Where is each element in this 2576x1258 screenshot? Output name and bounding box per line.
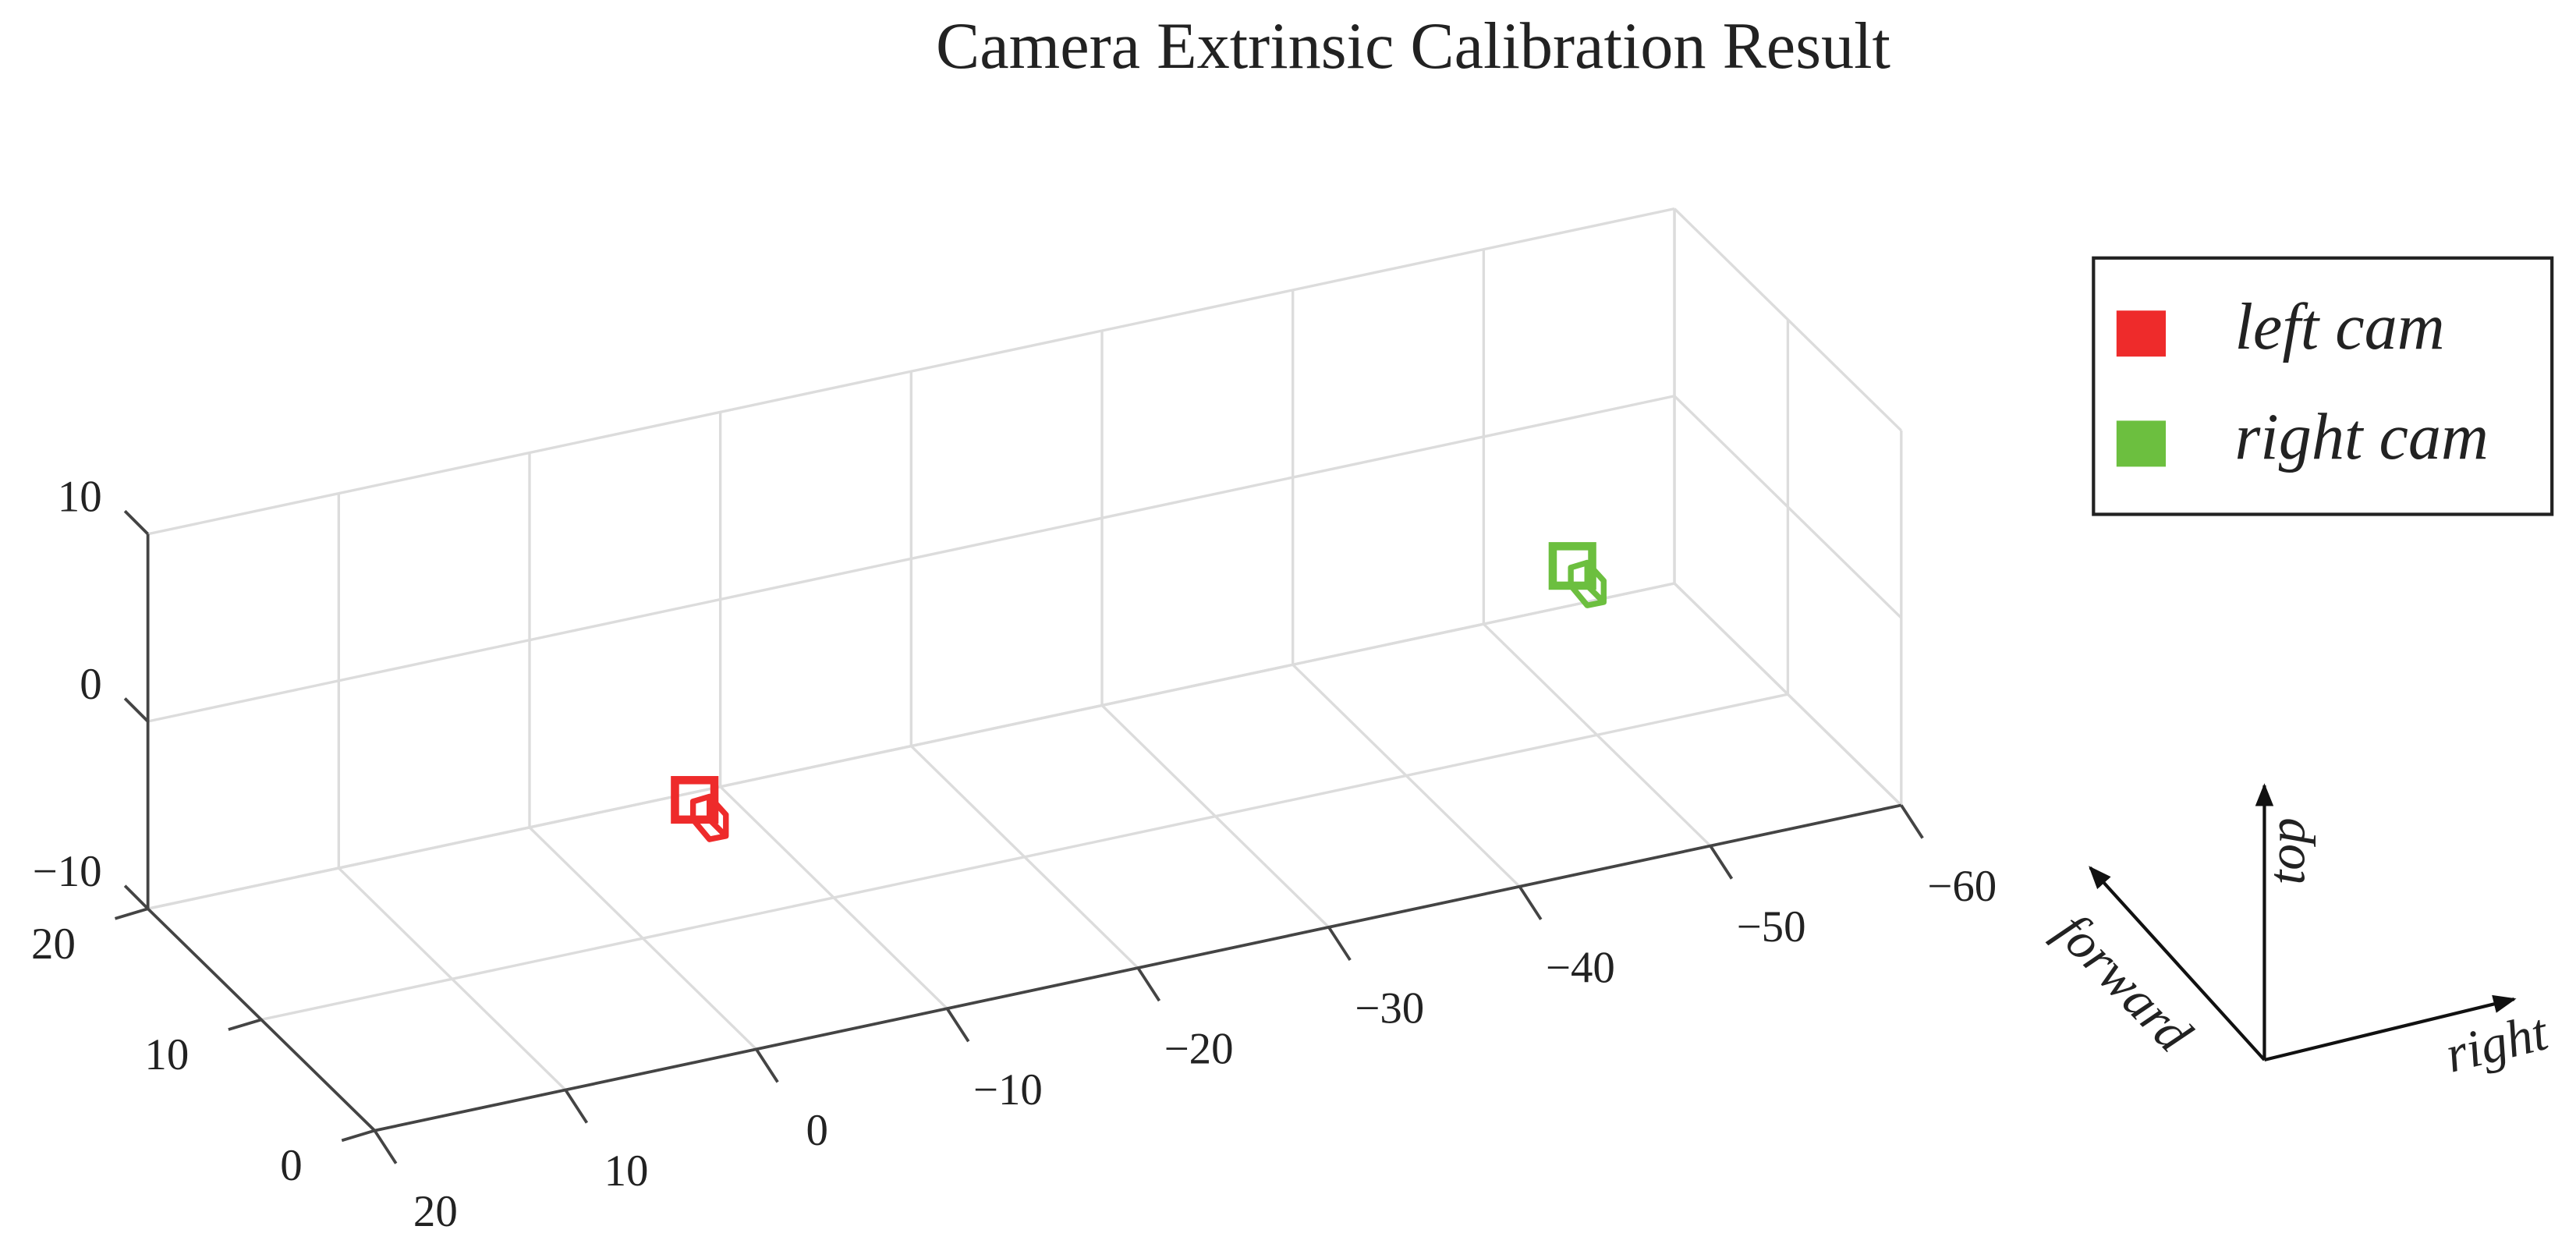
x-tick-label: −30	[1355, 983, 1424, 1033]
x-tick	[1900, 804, 1924, 839]
x-tick-label: −40	[1546, 943, 1615, 992]
x-tick	[1518, 885, 1543, 920]
grid-line	[147, 395, 1675, 723]
x-tick-label: 10	[604, 1146, 649, 1196]
y-tick	[114, 907, 149, 920]
legend-swatch	[2116, 310, 2167, 357]
z-tick-label: 0	[80, 660, 101, 709]
z-tick	[123, 509, 149, 536]
legend-label: left cam	[2235, 291, 2445, 363]
y-tick-label: 10	[144, 1030, 189, 1079]
z-tick	[123, 884, 149, 910]
plot: Camera Extrinsic Calibration Result top …	[31, 10, 2555, 1236]
camera-body	[1568, 559, 1607, 608]
grid-line	[260, 693, 1788, 1022]
y-tick	[341, 1129, 375, 1143]
chart-title: Camera Extrinsic Calibration Result	[936, 10, 1890, 83]
z-tick	[123, 697, 149, 723]
x-tick-label: 20	[413, 1187, 458, 1236]
z-tick-label: 10	[58, 473, 102, 522]
x-tick	[373, 1129, 398, 1164]
right-arrow	[2263, 994, 2517, 1062]
y-tick-label: 20	[31, 920, 76, 969]
legend-label: right cam	[2235, 401, 2489, 473]
x-tick-label: −20	[1164, 1025, 1234, 1074]
x-tick-label: −50	[1737, 902, 1806, 951]
y-tick-label: 0	[280, 1141, 302, 1190]
grid-line	[1673, 395, 1902, 619]
camera-marker	[1548, 542, 1607, 608]
grid-line	[147, 207, 1675, 536]
x-tick	[1136, 966, 1161, 1002]
x-tick	[1709, 845, 1734, 880]
direction-label: top	[2258, 817, 2316, 884]
grid-line	[147, 582, 1675, 910]
legend-swatch	[2116, 420, 2167, 467]
legend-box	[2092, 256, 2554, 516]
x-tick-label: 0	[806, 1106, 827, 1155]
x-tick-label: −10	[973, 1065, 1043, 1114]
direction-indicator: top right forward	[2045, 783, 2555, 1084]
z-tick-label: −10	[33, 847, 102, 896]
x-tick	[755, 1048, 779, 1083]
x-tick	[945, 1008, 970, 1043]
direction-label: forward	[2045, 902, 2203, 1063]
y-tick	[228, 1018, 262, 1031]
camera-body	[689, 793, 729, 842]
x-tick	[564, 1089, 589, 1124]
x-tick	[1327, 926, 1352, 962]
x-tick-label: −60	[1927, 862, 1997, 911]
forward-arrow	[2089, 866, 2266, 1061]
grid-line	[1673, 207, 1902, 432]
camera-marker	[671, 776, 729, 842]
grid-line	[1673, 582, 1902, 806]
